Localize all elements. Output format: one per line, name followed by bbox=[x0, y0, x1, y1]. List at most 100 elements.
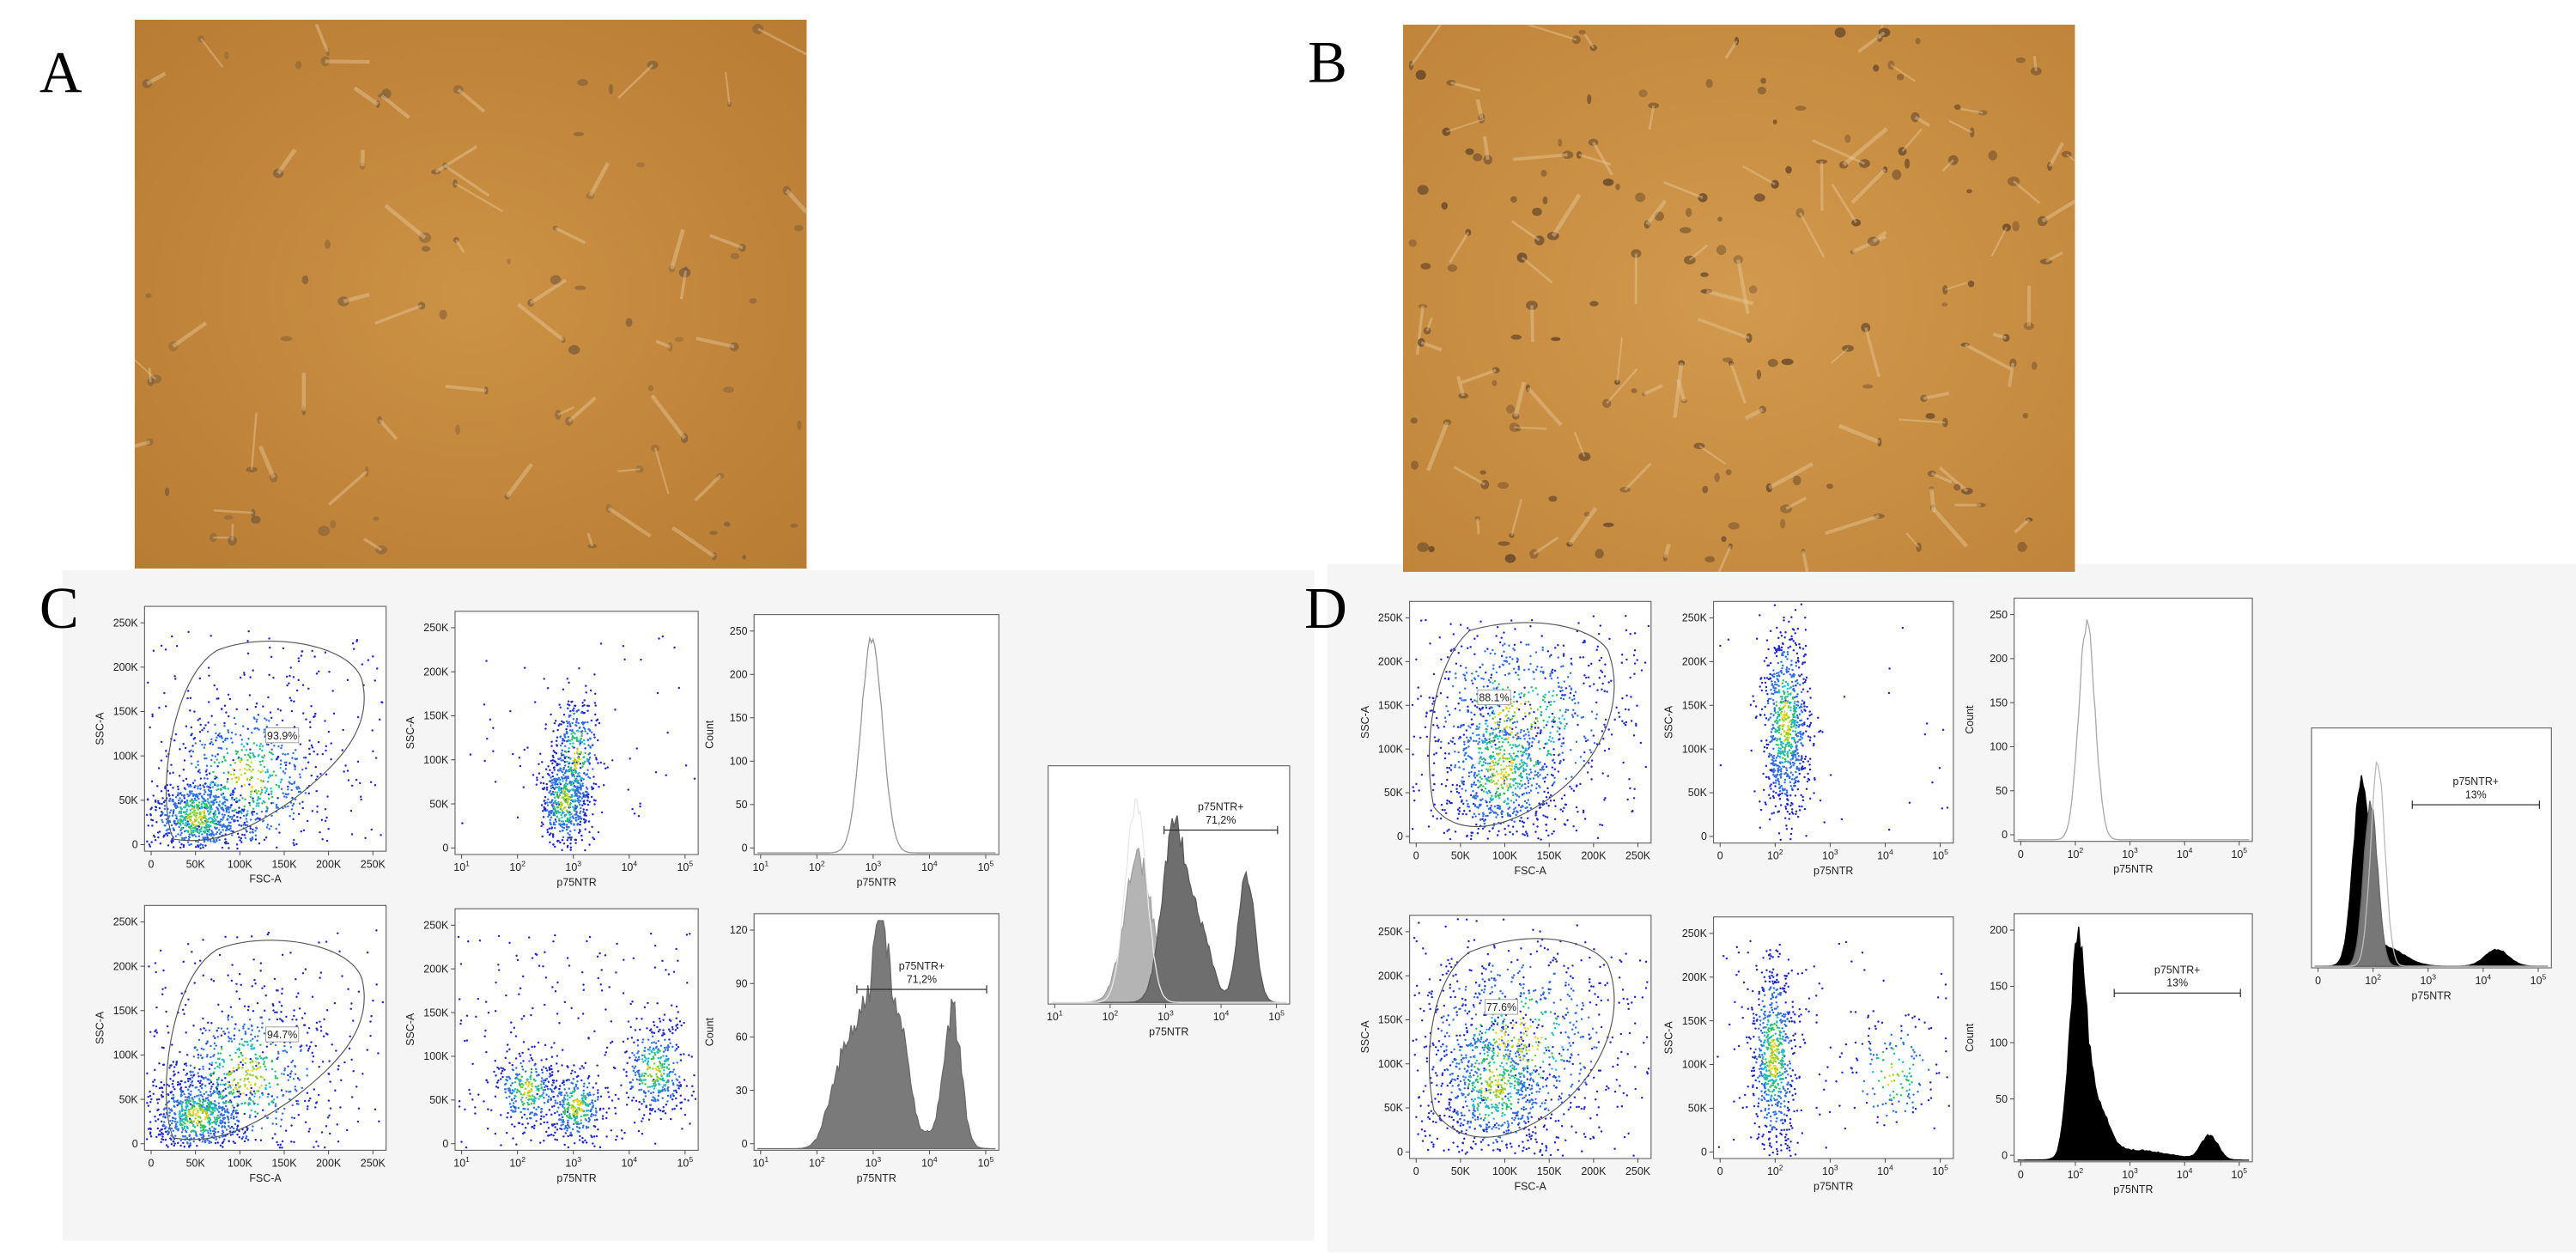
event-dot bbox=[221, 1010, 223, 1013]
event-dot bbox=[224, 1104, 228, 1108]
event-dot bbox=[207, 824, 210, 826]
event-dot bbox=[586, 803, 590, 806]
event-dot bbox=[163, 807, 167, 811]
cell-process bbox=[454, 182, 504, 213]
event-dot bbox=[477, 1093, 480, 1096]
event-dot bbox=[185, 1074, 187, 1077]
event-dot bbox=[581, 762, 585, 764]
event-dot bbox=[227, 1118, 230, 1121]
event-dot bbox=[563, 764, 567, 767]
event-dot bbox=[567, 735, 570, 739]
event-dot bbox=[581, 704, 584, 708]
event-dot bbox=[190, 1090, 192, 1093]
event-dot bbox=[189, 1114, 192, 1117]
event-dot bbox=[592, 782, 595, 785]
event-dot bbox=[251, 813, 254, 816]
event-dot bbox=[530, 1139, 532, 1142]
event-dot bbox=[546, 829, 549, 831]
event-dot bbox=[577, 1017, 580, 1019]
event-dot bbox=[267, 793, 270, 796]
event-dot bbox=[207, 818, 210, 820]
event-dot bbox=[226, 737, 229, 740]
event-dot bbox=[215, 1061, 217, 1064]
event-dot bbox=[176, 1083, 179, 1086]
event-dot bbox=[565, 809, 568, 812]
event-dot bbox=[355, 778, 358, 782]
event-dot bbox=[208, 1029, 211, 1031]
event-dot bbox=[487, 1011, 490, 1014]
event-dot bbox=[246, 742, 248, 745]
event-dot bbox=[190, 726, 193, 729]
event-dot bbox=[193, 982, 196, 984]
cell bbox=[1942, 284, 1948, 295]
cell bbox=[2047, 161, 2052, 172]
event-dot bbox=[563, 1088, 567, 1091]
event-dot bbox=[210, 1113, 214, 1116]
cell bbox=[483, 386, 489, 395]
event-dot bbox=[625, 1104, 629, 1106]
event-dot bbox=[691, 1085, 694, 1088]
event-dot bbox=[174, 678, 177, 680]
event-dot bbox=[275, 783, 278, 787]
gate-label-box bbox=[265, 727, 300, 744]
event-dot bbox=[238, 1049, 241, 1051]
event-dot bbox=[226, 751, 229, 755]
event-dot bbox=[249, 1114, 252, 1116]
event-dot bbox=[304, 792, 307, 794]
event-dot bbox=[466, 940, 470, 943]
event-dot bbox=[371, 729, 374, 732]
tick-base: 10 bbox=[677, 861, 690, 873]
event-dot bbox=[546, 1069, 549, 1072]
event-dot bbox=[229, 1086, 233, 1089]
event-dot bbox=[197, 841, 200, 843]
event-dot bbox=[576, 797, 580, 800]
cell-process bbox=[374, 304, 422, 325]
event-dot bbox=[226, 1027, 229, 1031]
event-dot bbox=[213, 684, 216, 687]
event-dot bbox=[297, 1114, 301, 1116]
event-dot bbox=[204, 1085, 207, 1087]
event-dot bbox=[631, 1099, 634, 1102]
event-dot bbox=[260, 791, 263, 794]
event-dot bbox=[307, 1049, 310, 1052]
event-dot bbox=[172, 812, 175, 815]
event-dot bbox=[172, 771, 174, 774]
event-dot bbox=[576, 775, 579, 778]
cell bbox=[1920, 394, 1928, 403]
event-dot bbox=[204, 724, 207, 727]
event-dot bbox=[548, 1075, 551, 1078]
event-dot bbox=[506, 1116, 508, 1119]
event-dot bbox=[295, 689, 299, 692]
event-dot bbox=[270, 795, 274, 799]
event-dot bbox=[551, 775, 555, 778]
event-dot bbox=[172, 787, 174, 789]
event-dot bbox=[153, 1079, 156, 1081]
event-dot bbox=[637, 1055, 641, 1059]
event-dot bbox=[246, 824, 249, 827]
event-dot bbox=[237, 1065, 240, 1068]
event-dot bbox=[189, 1078, 191, 1081]
event-dot bbox=[289, 1073, 292, 1075]
event-dot bbox=[189, 1071, 191, 1074]
event-dot bbox=[254, 826, 258, 830]
event-dot bbox=[163, 1121, 166, 1123]
event-dot bbox=[191, 1084, 194, 1087]
event-dot bbox=[562, 822, 566, 825]
event-dot bbox=[217, 1102, 221, 1104]
event-dot bbox=[307, 1105, 309, 1108]
event-dot bbox=[329, 1107, 332, 1110]
event-dot bbox=[515, 1143, 518, 1146]
event-dot bbox=[246, 820, 248, 824]
event-dot bbox=[237, 757, 240, 760]
event-dot bbox=[663, 1046, 666, 1049]
cell bbox=[635, 465, 644, 473]
event-dot bbox=[550, 826, 554, 829]
cell bbox=[1473, 153, 1483, 161]
event-dot bbox=[564, 788, 568, 791]
event-dot bbox=[212, 1083, 215, 1086]
event-dot bbox=[195, 1114, 197, 1117]
cell-process bbox=[1456, 375, 1466, 397]
event-dot bbox=[258, 747, 261, 751]
event-dot bbox=[544, 795, 547, 799]
event-dot bbox=[189, 809, 192, 812]
